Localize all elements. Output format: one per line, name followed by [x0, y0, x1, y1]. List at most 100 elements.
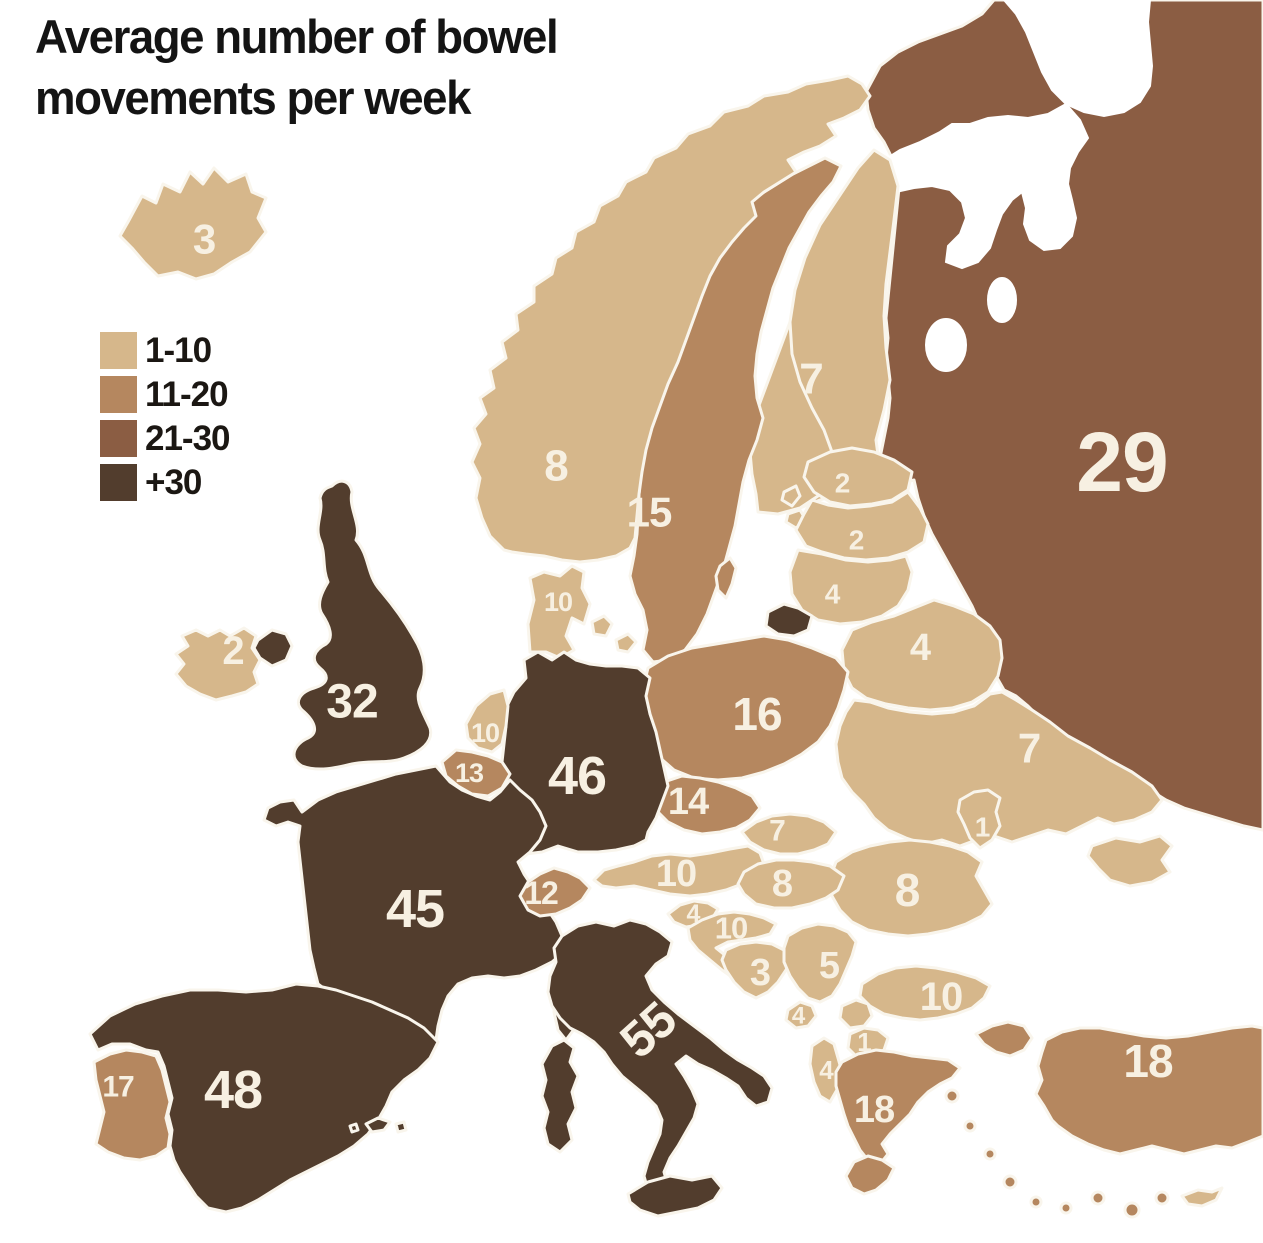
- value-label-austria: 10: [656, 853, 696, 895]
- value-label-croatia: 10: [715, 911, 747, 946]
- value-label-czechia: 14: [668, 781, 709, 823]
- country-serbia: [782, 922, 858, 1004]
- country-kosovo: [838, 998, 874, 1030]
- country-hungary: [736, 858, 846, 910]
- value-label-latvia: 2: [849, 525, 864, 556]
- map-title: Average number of bowel movements per we…: [35, 6, 559, 128]
- lake-onega: [987, 277, 1017, 323]
- value-label-moldova: 1: [975, 812, 990, 843]
- island-funen: [614, 632, 638, 654]
- country-italy: [546, 918, 774, 1198]
- country-ukraine: [834, 690, 1164, 848]
- country-spain: [88, 982, 440, 1214]
- country-lithuania: [788, 548, 914, 626]
- value-label-hungary: 8: [772, 863, 792, 905]
- value-label-ireland: 2: [222, 629, 243, 673]
- country-uk: [292, 479, 433, 771]
- value-label-greece: 18: [854, 1089, 894, 1131]
- country-ireland: [174, 626, 262, 702]
- country-denmark: [526, 564, 592, 660]
- country-montenegro: [784, 1000, 818, 1030]
- value-label-belarus: 4: [910, 627, 931, 669]
- legend-label-plus-30: +30: [145, 463, 202, 502]
- lake-ladoga: [925, 318, 967, 372]
- island-sardinia: [540, 1038, 580, 1154]
- value-label-bulgaria: 10: [920, 975, 963, 1019]
- white-sea: [1002, 0, 1154, 118]
- country-france: [262, 764, 568, 1042]
- legend-swatch-21-30: [100, 420, 137, 457]
- country-norway: [470, 74, 872, 564]
- value-label-spain: 48: [204, 1060, 262, 1120]
- value-label-uk: 32: [326, 676, 377, 729]
- crimea: [1086, 834, 1174, 888]
- value-label-bosnia: 3: [750, 952, 770, 994]
- value-label-denmark: 10: [544, 587, 572, 617]
- island-zealand: [590, 614, 614, 638]
- value-label-russia: 29: [1076, 415, 1167, 509]
- value-label-switzerland: 12: [524, 875, 558, 911]
- legend-label-21-30: 21-30: [145, 419, 231, 458]
- legend-row-11-20: 11-20: [100, 376, 230, 413]
- map-title-line1: Average number of bowel: [35, 10, 559, 63]
- value-label-poland: 16: [732, 688, 781, 740]
- legend-row-1-10: 1-10: [100, 332, 230, 369]
- value-label-romania: 8: [895, 864, 920, 916]
- country-romania: [828, 838, 994, 938]
- country-kaliningrad: [764, 602, 814, 638]
- island-gotland: [714, 556, 738, 600]
- country-netherlands: [464, 688, 510, 754]
- country-turkey-europe: [974, 1020, 1034, 1058]
- legend-label-11-20: 11-20: [145, 375, 229, 414]
- value-label-ukraine: 7: [1018, 725, 1040, 772]
- country-portugal: [92, 1048, 172, 1162]
- peloponnese: [844, 1154, 896, 1196]
- legend-swatch-plus-30: [100, 464, 137, 501]
- legend-swatch-11-20: [100, 376, 137, 413]
- value-label-finland: 7: [799, 355, 822, 404]
- country-switzerland: [518, 866, 592, 918]
- value-label-lithuania: 4: [825, 579, 841, 610]
- value-label-norway: 8: [544, 442, 568, 491]
- value-label-germany: 46: [548, 746, 606, 806]
- legend-swatch-1-10: [100, 332, 137, 369]
- value-label-france: 45: [386, 879, 444, 939]
- country-latvia: [794, 490, 930, 562]
- value-label-netherlands: 10: [471, 718, 499, 748]
- value-label-albania: 4: [819, 1055, 834, 1085]
- value-label-belgium: 13: [455, 758, 484, 788]
- legend: 1-10 11-20 21-30 +30: [100, 332, 231, 501]
- country-turkey: [1034, 1024, 1263, 1156]
- map-title-line2: movements per week: [35, 71, 471, 125]
- legend-label-1-10: 1-10: [145, 331, 212, 370]
- country-bosnia: [720, 940, 794, 1000]
- value-label-iceland: 3: [193, 216, 215, 263]
- value-label-turkey: 18: [1123, 1035, 1173, 1087]
- balearic-islands: [348, 1116, 408, 1134]
- white-sea-gulf: [870, 102, 1090, 270]
- value-label-sweden: 15: [627, 489, 672, 536]
- aegean-islands: [944, 1088, 1170, 1219]
- country-slovakia: [740, 812, 838, 856]
- value-label-portugal: 17: [102, 1071, 134, 1104]
- country-belarus: [840, 598, 1004, 712]
- country-czechia: [646, 774, 762, 836]
- country-bulgaria: [858, 964, 992, 1022]
- legend-row-plus-30: +30: [100, 464, 230, 501]
- value-label-macedonia: 1: [857, 1027, 871, 1057]
- value-label-estonia: 2: [835, 468, 850, 499]
- value-label-slovakia: 7: [769, 815, 785, 848]
- country-iceland: [118, 166, 268, 281]
- country-cyprus: [1180, 1186, 1224, 1208]
- island-sicily: [626, 1174, 724, 1218]
- value-label-montenegro: 4: [792, 1003, 806, 1030]
- value-label-slovenia: 4: [687, 900, 701, 928]
- country-greece: [834, 1048, 962, 1166]
- value-label-serbia: 5: [819, 945, 840, 987]
- country-moldova: [956, 788, 1002, 850]
- legend-row-21-30: 21-30: [100, 419, 231, 458]
- country-estonia: [802, 446, 914, 508]
